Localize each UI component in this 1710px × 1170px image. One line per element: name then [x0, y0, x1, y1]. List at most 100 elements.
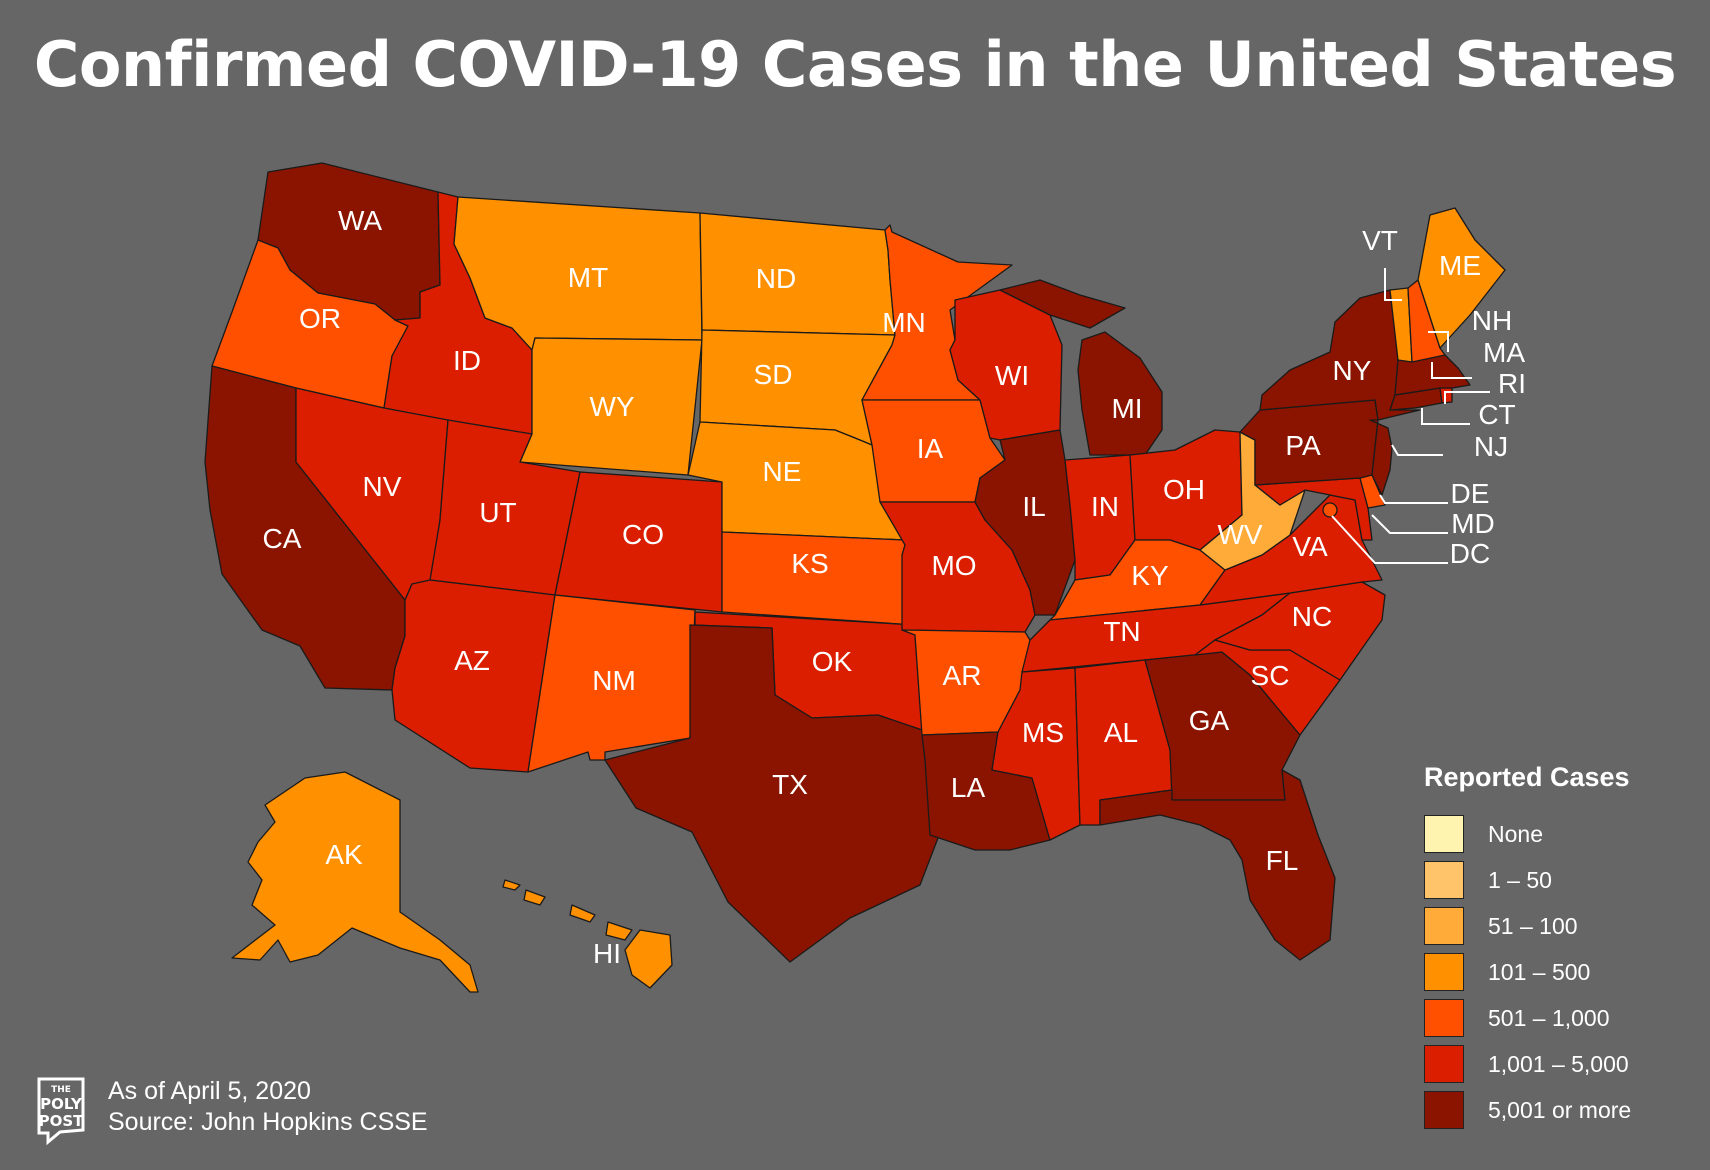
state-label-ri: RI: [1498, 368, 1526, 399]
legend-swatch: [1424, 1045, 1464, 1083]
state-label-ct: CT: [1478, 399, 1515, 430]
legend-swatch: [1424, 815, 1464, 853]
state-label-il: IL: [1022, 491, 1045, 522]
state-ms: [991, 667, 1081, 841]
state-label-nj: NJ: [1474, 431, 1508, 462]
state-label-sc: SC: [1251, 660, 1290, 691]
legend-swatch: [1424, 861, 1464, 899]
state-label-ok: OK: [812, 646, 853, 677]
svg-text:POLY: POLY: [40, 1095, 83, 1113]
legend-label: 1,001 – 5,000: [1488, 1050, 1629, 1077]
state-label-mo: MO: [931, 550, 976, 581]
footer: As of April 5, 2020 Source: John Hopkins…: [108, 1076, 428, 1138]
state-labels: WA OR CA ID NV MT WY UT AZ CO NM ND SD NE KS OK TX MN IA MO…: [263, 205, 1526, 969]
state-label-al: AL: [1104, 717, 1138, 748]
state-label-de: DE: [1451, 478, 1490, 509]
legend-swatch: [1424, 953, 1464, 991]
state-label-mt: MT: [568, 262, 608, 293]
state-mi: [999, 279, 1163, 456]
legend-item: 501 – 1,000: [1424, 995, 1631, 1041]
state-label-ms: MS: [1022, 717, 1064, 748]
legend-label: 1 – 50: [1488, 866, 1552, 893]
state-label-ut: UT: [479, 497, 516, 528]
state-label-id: ID: [453, 345, 481, 376]
state-label-ia: IA: [917, 433, 944, 464]
state-label-ny: NY: [1333, 355, 1372, 386]
legend-swatch: [1424, 1091, 1464, 1129]
state-label-va: VA: [1292, 531, 1328, 562]
state-label-tx: TX: [772, 769, 808, 800]
state-label-me: ME: [1439, 250, 1481, 281]
state-label-nm: NM: [592, 665, 636, 696]
svg-text:THE: THE: [51, 1085, 71, 1095]
state-label-ks: KS: [791, 548, 828, 579]
state-label-ne: NE: [763, 456, 802, 487]
state-label-leaders: [1331, 268, 1490, 564]
legend-item: 101 – 500: [1424, 949, 1631, 995]
state-hi: [502, 879, 673, 989]
state-ak: [231, 771, 479, 993]
state-label-wv: WV: [1217, 519, 1262, 550]
state-label-pa: PA: [1285, 430, 1321, 461]
source-credit: Source: John Hopkins CSSE: [108, 1108, 428, 1136]
map-title: Confirmed COVID-19 Cases in the United S…: [33, 28, 1677, 101]
state-label-ar: AR: [943, 660, 982, 691]
state-dc: [1322, 502, 1338, 518]
state-label-vt: VT: [1362, 225, 1398, 256]
state-label-nc: NC: [1292, 601, 1332, 632]
legend-label: 5,001 or more: [1488, 1096, 1632, 1123]
state-fl: [1099, 769, 1336, 961]
poly-post-logo: THE POLY POST: [37, 1077, 85, 1146]
state-label-md: MD: [1451, 508, 1495, 539]
legend-label: None: [1488, 820, 1543, 847]
state-label-wa: WA: [338, 205, 382, 236]
as-of-date: As of April 5, 2020: [108, 1077, 311, 1105]
legend-items: None 1 – 50 51 – 100 101 – 500 501 – 1,000 1,…: [1424, 811, 1631, 1133]
state-label-ma: MA: [1483, 337, 1525, 368]
state-label-nd: ND: [756, 263, 796, 294]
state-label-in: IN: [1091, 491, 1119, 522]
legend-item: None: [1424, 811, 1631, 857]
state-label-az: AZ: [454, 645, 490, 676]
state-label-dc: DC: [1450, 538, 1490, 569]
legend: Reported Cases None 1 – 50 51 – 100 101 – 5…: [1424, 762, 1631, 1133]
legend-item: 51 – 100: [1424, 903, 1631, 949]
legend-item: 5,001 or more: [1424, 1087, 1631, 1133]
state-label-tn: TN: [1103, 616, 1140, 647]
legend-item: 1 – 50: [1424, 857, 1631, 903]
state-label-ca: CA: [263, 523, 302, 554]
state-label-wy: WY: [589, 391, 634, 422]
state-label-hi: HI: [593, 938, 621, 969]
state-label-la: LA: [951, 772, 986, 803]
legend-swatch: [1424, 907, 1464, 945]
state-label-sd: SD: [754, 359, 793, 390]
state-nc: [1214, 581, 1386, 681]
state-label-co: CO: [622, 519, 664, 550]
state-nh: [1407, 279, 1446, 363]
state-label-nv: NV: [363, 471, 402, 502]
legend-label: 51 – 100: [1488, 912, 1578, 939]
state-label-or: OR: [299, 303, 341, 334]
state-az: [391, 579, 556, 773]
state-label-ak: AK: [325, 839, 363, 870]
legend-title: Reported Cases: [1424, 762, 1630, 792]
state-label-nh: NH: [1472, 305, 1512, 336]
state-label-mn: MN: [882, 307, 926, 338]
legend-label: 101 – 500: [1488, 958, 1591, 985]
svg-text:POST: POST: [39, 1112, 85, 1130]
state-me: [1417, 207, 1506, 349]
state-tx: [604, 624, 939, 963]
legend-item: 1,001 – 5,000: [1424, 1041, 1631, 1087]
state-label-ga: GA: [1189, 705, 1230, 736]
state-nj: [1369, 419, 1393, 496]
legend-swatch: [1424, 999, 1464, 1037]
state-label-mi: MI: [1111, 393, 1142, 424]
state-label-ky: KY: [1131, 560, 1169, 591]
state-label-wi: WI: [995, 360, 1029, 391]
legend-label: 501 – 1,000: [1488, 1004, 1610, 1031]
state-label-fl: FL: [1266, 845, 1299, 876]
state-label-oh: OH: [1163, 474, 1205, 505]
state-nd: [699, 212, 896, 336]
